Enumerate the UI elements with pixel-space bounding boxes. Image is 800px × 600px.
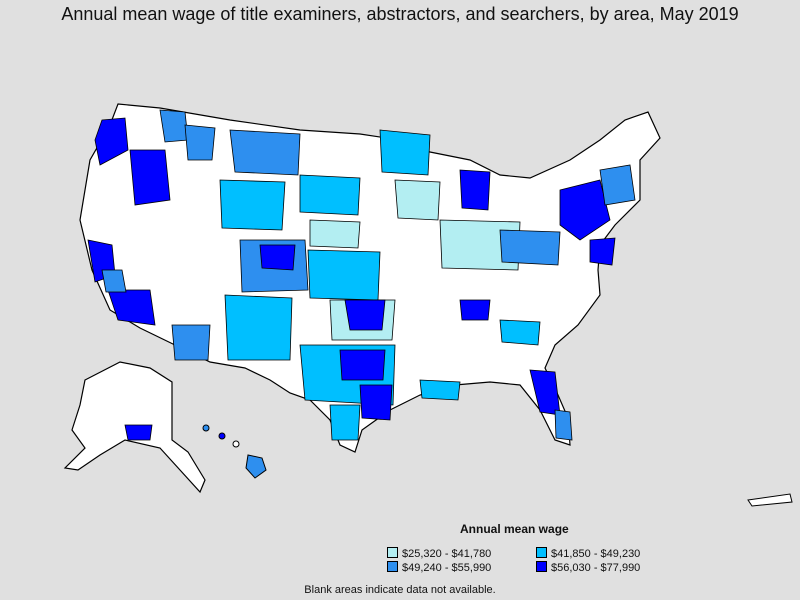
legend-item-range-2: $41,850 - $49,230 [536, 547, 640, 560]
hawaii-islands [202, 424, 267, 479]
footnote: Blank areas indicate data not available. [304, 584, 496, 596]
legend-item-range-4: $56,030 - $77,990 [536, 561, 640, 574]
legend-title: Annual mean wage [460, 522, 569, 536]
legend-label: $41,850 - $49,230 [551, 548, 641, 560]
legend-label: $25,320 - $41,780 [402, 548, 492, 560]
wage-regions [87, 109, 636, 441]
puerto-rico-outline [747, 493, 793, 507]
legend-item-range-1: $25,320 - $41,780 [387, 547, 491, 560]
legend-swatch [387, 547, 398, 558]
legend-swatch [536, 547, 547, 558]
map-title: Annual mean wage of title examiners, abs… [61, 4, 739, 24]
legend-swatch [387, 561, 398, 572]
legend-swatch [536, 561, 547, 572]
legend-label: $49,240 - $55,990 [402, 562, 492, 574]
legend-label: $56,030 - $77,990 [551, 562, 641, 574]
legend-item-range-3: $49,240 - $55,990 [387, 561, 491, 574]
